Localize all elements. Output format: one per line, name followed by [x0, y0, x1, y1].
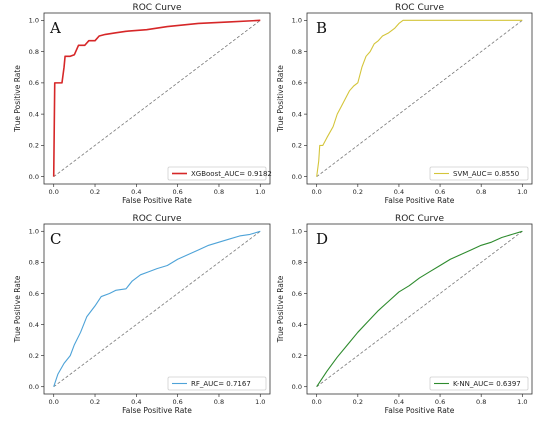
- y-tick-label: 0.2: [29, 142, 39, 150]
- y-tick-label: 0.0: [29, 173, 39, 181]
- y-tick-label: 1.0: [292, 17, 302, 25]
- x-tick-label: 1.0: [517, 188, 527, 196]
- x-tick-label: 0.6: [172, 398, 182, 406]
- panel-letter: A: [49, 19, 61, 37]
- y-tick-label: 0.4: [292, 321, 302, 329]
- x-tick-label: 0.2: [90, 188, 100, 196]
- roc-curve-line: [316, 230, 523, 388]
- y-tick-label: 0.4: [29, 110, 39, 118]
- y-tick-label: 0.2: [292, 142, 302, 150]
- y-tick-label: 0.0: [292, 383, 302, 391]
- legend: K-NN_AUC= 0.6397: [429, 376, 529, 391]
- x-tick-label: 0.4: [131, 188, 141, 196]
- y-tick-label: 0.4: [29, 321, 39, 329]
- plot-frame: [306, 223, 533, 395]
- chart-title: ROC Curve: [395, 3, 444, 13]
- roc-curve-line: [316, 19, 523, 177]
- x-tick-label: 0.4: [131, 398, 141, 406]
- x-tick-label: 0.4: [394, 188, 404, 196]
- plot-frame: [43, 12, 271, 185]
- x-tick-label: 0.8: [214, 398, 224, 406]
- y-tick-label: 1.0: [29, 228, 39, 236]
- legend-box: [167, 376, 267, 391]
- x-tick-label: 1.0: [255, 188, 265, 196]
- legend-label: SVM_AUC= 0.8550: [453, 170, 519, 178]
- y-tick-label: 0.2: [29, 352, 39, 360]
- x-tick-label: 0.0: [311, 188, 321, 196]
- y-tick-label: 0.0: [29, 383, 39, 391]
- x-tick-label: 0.6: [435, 188, 445, 196]
- legend: SVM_AUC= 0.8550: [429, 166, 529, 181]
- plot-frame: [43, 223, 271, 395]
- x-tick-label: 0.6: [435, 398, 445, 406]
- x-tick-label: 1.0: [255, 398, 265, 406]
- y-tick-label: 0.8: [29, 48, 39, 56]
- y-axis-label: True Positive Rate: [13, 275, 22, 343]
- y-tick-label: 0.4: [292, 110, 302, 118]
- x-tick-label: 0.8: [476, 398, 486, 406]
- chart-title: ROC Curve: [132, 3, 181, 13]
- y-tick-label: 1.0: [292, 228, 302, 236]
- legend-label: RF_AUC= 0.7167: [191, 380, 251, 388]
- legend: RF_AUC= 0.7167: [167, 376, 267, 391]
- x-tick-label: 0.2: [353, 188, 363, 196]
- y-axis-label: True Positive Rate: [13, 65, 22, 133]
- y-tick-label: 0.6: [292, 79, 302, 87]
- roc-curve-line: [52, 19, 261, 177]
- legend-box: [167, 166, 267, 181]
- chart-title: ROC Curve: [132, 214, 181, 224]
- panel-letter: B: [316, 19, 327, 37]
- x-axis-label: False Positive Rate: [385, 196, 455, 205]
- chance-diagonal: [316, 230, 523, 388]
- x-tick-label: 0.8: [214, 188, 224, 196]
- roc-panel-b: ROC Curve 0.0 0.2 0.4 0.6 0.8 1.0 0.0 0.2 0.4 0.6 0…: [276, 3, 533, 205]
- x-tick-label: 0.2: [353, 398, 363, 406]
- chance-diagonal: [316, 20, 523, 177]
- x-axis-label: False Positive Rate: [122, 196, 192, 205]
- x-tick-label: 1.0: [517, 398, 527, 406]
- y-tick-label: 0.8: [292, 48, 302, 56]
- chance-diagonal: [53, 20, 261, 177]
- x-tick-label: 0.2: [90, 398, 100, 406]
- y-axis-label: True Positive Rate: [276, 275, 285, 343]
- x-tick-label: 0.6: [172, 188, 182, 196]
- roc-panel-d: ROC Curve 0.0 0.2 0.4 0.6 0.8 1.0 0.0 0.2 0.4 0.6 0…: [276, 214, 533, 415]
- legend-box: [429, 376, 529, 391]
- y-tick-label: 0.6: [292, 290, 302, 298]
- plot-frame: [306, 12, 533, 185]
- y-tick-label: 0.8: [292, 259, 302, 267]
- chance-diagonal: [53, 230, 261, 388]
- panel-letter: C: [50, 230, 61, 248]
- x-axis-label: False Positive Rate: [385, 406, 455, 415]
- x-tick-label: 0.0: [311, 398, 321, 406]
- y-axis-label: True Positive Rate: [276, 65, 285, 133]
- roc-panel-c: ROC Curve 0.0 0.2 0.4 0.6 0.8 1.0 0.0 0.2 0.4 0.6 0…: [13, 214, 271, 415]
- legend-box: [429, 166, 529, 181]
- roc-curve-line: [53, 230, 261, 387]
- y-tick-label: 0.8: [29, 259, 39, 267]
- y-tick-label: 0.6: [29, 79, 39, 87]
- chart-title: ROC Curve: [395, 214, 444, 224]
- legend: XGBoost_AUC= 0.9182: [167, 166, 272, 181]
- y-tick-label: 0.0: [292, 173, 302, 181]
- y-tick-label: 0.6: [29, 290, 39, 298]
- legend-label: XGBoost_AUC= 0.9182: [191, 170, 272, 178]
- roc-panel-a: ROC Curve 0.0 0.2 0.4 0.6 0.8 1.0 0.0 0.2 0.4 0.6 0…: [13, 3, 272, 205]
- panel-letter: D: [316, 230, 328, 248]
- x-tick-label: 0.8: [476, 188, 486, 196]
- x-tick-label: 0.0: [49, 398, 59, 406]
- x-tick-label: 0.0: [49, 188, 59, 196]
- x-axis-label: False Positive Rate: [122, 406, 192, 415]
- legend-label: K-NN_AUC= 0.6397: [453, 380, 521, 388]
- y-tick-label: 1.0: [29, 17, 39, 25]
- y-tick-label: 0.2: [292, 352, 302, 360]
- x-tick-label: 0.4: [394, 398, 404, 406]
